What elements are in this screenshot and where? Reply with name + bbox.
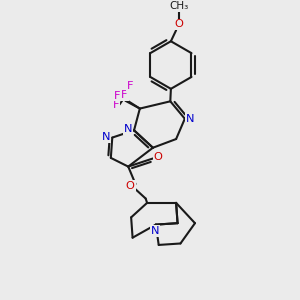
Text: N: N — [124, 124, 133, 134]
Text: F: F — [114, 91, 121, 100]
Text: F: F — [121, 90, 128, 100]
Text: F: F — [127, 81, 134, 91]
Text: N: N — [186, 114, 195, 124]
Text: F: F — [112, 100, 119, 110]
Text: N: N — [102, 132, 110, 142]
Text: N: N — [151, 226, 160, 236]
Text: O: O — [175, 20, 184, 29]
Text: O: O — [154, 152, 163, 162]
Text: CH₃: CH₃ — [169, 1, 189, 11]
Text: O: O — [126, 181, 135, 191]
